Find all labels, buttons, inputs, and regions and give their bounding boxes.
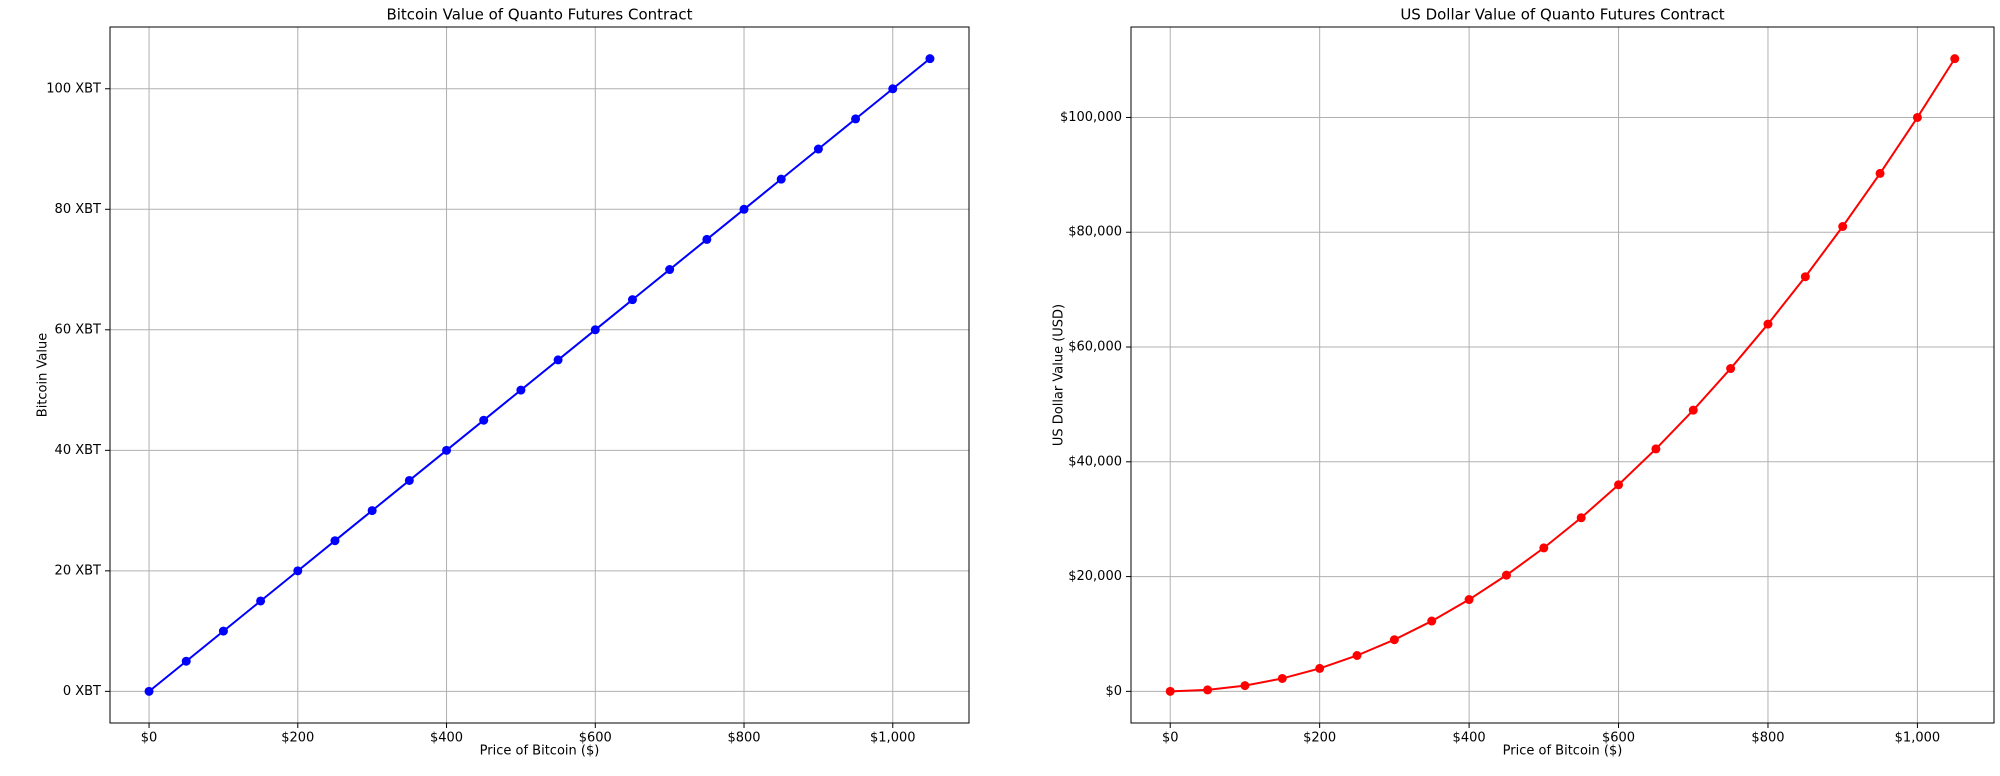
data-point xyxy=(851,114,861,124)
data-point xyxy=(888,84,898,94)
data-point xyxy=(739,204,749,214)
x-tick-label: $400 xyxy=(430,731,463,746)
data-point xyxy=(1240,681,1250,691)
data-point xyxy=(627,295,637,305)
data-point xyxy=(1539,543,1549,553)
x-axis-label: Price of Bitcoin ($) xyxy=(1503,744,1623,759)
data-point xyxy=(442,445,452,455)
data-point xyxy=(1763,319,1773,329)
data-point xyxy=(181,656,191,666)
y-tick-label: $0 xyxy=(1105,684,1122,699)
y-tick-label: $60,000 xyxy=(1068,340,1122,355)
data-point xyxy=(1614,480,1624,490)
data-point xyxy=(1726,364,1736,374)
x-tick-label: $200 xyxy=(281,731,314,746)
x-tick-label: $1,000 xyxy=(1895,731,1941,746)
data-point xyxy=(218,626,228,636)
x-tick-label: $0 xyxy=(1162,731,1179,746)
y-tick-label: 0 XBT xyxy=(63,684,101,699)
plot-frame xyxy=(1130,26,1995,724)
data-point xyxy=(1688,405,1698,415)
data-point xyxy=(1838,222,1848,232)
data-point xyxy=(1875,168,1885,178)
data-point xyxy=(367,506,377,516)
data-point xyxy=(1576,513,1586,523)
data-point xyxy=(1277,673,1287,683)
data-point xyxy=(925,54,935,64)
data-point xyxy=(1165,686,1175,696)
data-point xyxy=(330,536,340,546)
data-point xyxy=(144,686,154,696)
data-point xyxy=(1464,595,1474,605)
y-tick-label: 40 XBT xyxy=(55,443,101,458)
data-point xyxy=(813,144,823,154)
x-tick-label: $800 xyxy=(1751,731,1784,746)
data-point xyxy=(256,596,266,606)
y-tick-label: 80 XBT xyxy=(55,202,101,217)
data-point xyxy=(665,265,675,275)
y-axis-label: US Dollar Value (USD) xyxy=(1052,304,1067,446)
y-tick-label: $100,000 xyxy=(1060,110,1122,125)
data-point xyxy=(553,355,563,365)
series-line xyxy=(1170,58,1956,693)
series-line xyxy=(148,57,931,693)
x-tick-label: $600 xyxy=(1602,731,1635,746)
y-tick-label: 60 XBT xyxy=(55,322,101,337)
data-point xyxy=(590,325,600,335)
x-tick-label: $400 xyxy=(1453,731,1486,746)
chart-title: Bitcoin Value of Quanto Futures Contract xyxy=(386,6,692,24)
data-point xyxy=(404,475,414,485)
y-tick-label: $40,000 xyxy=(1068,454,1122,469)
y-axis-label: Bitcoin Value xyxy=(36,333,51,417)
data-point xyxy=(1651,444,1661,454)
data-point xyxy=(1950,54,1960,64)
data-point xyxy=(516,385,526,395)
data-point xyxy=(1315,663,1325,673)
chart-title: US Dollar Value of Quanto Futures Contra… xyxy=(1400,6,1724,24)
data-point xyxy=(1800,272,1810,282)
x-tick-label: $800 xyxy=(727,731,760,746)
data-point xyxy=(1352,650,1362,660)
data-point xyxy=(1501,570,1511,580)
data-point xyxy=(1389,635,1399,645)
data-point xyxy=(776,174,786,184)
x-axis-label: Price of Bitcoin ($) xyxy=(480,744,600,759)
x-tick-label: $0 xyxy=(141,731,158,746)
data-point xyxy=(1912,112,1922,122)
plot-frame xyxy=(109,26,970,724)
data-point xyxy=(479,415,489,425)
data-point xyxy=(293,566,303,576)
data-point xyxy=(1427,616,1437,626)
x-tick-label: $200 xyxy=(1303,731,1336,746)
data-point xyxy=(702,234,712,244)
y-tick-label: $20,000 xyxy=(1068,569,1122,584)
y-tick-label: $80,000 xyxy=(1068,225,1122,240)
y-tick-label: 20 XBT xyxy=(55,563,101,578)
y-tick-label: 100 XBT xyxy=(46,81,101,96)
x-tick-label: $600 xyxy=(579,731,612,746)
x-tick-label: $1,000 xyxy=(870,731,916,746)
data-point xyxy=(1203,685,1213,695)
